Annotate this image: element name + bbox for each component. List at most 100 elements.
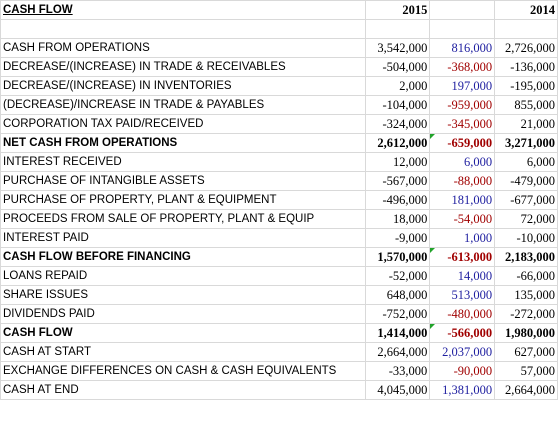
value-2014-cell[interactable]: 855,000 bbox=[494, 95, 558, 115]
change-cell[interactable]: -368,000 bbox=[429, 57, 496, 77]
table-row: NET CASH FROM OPERATIONS 2,612,000 -659,00… bbox=[0, 133, 558, 153]
row-label-cell[interactable]: DIVIDENDS PAID bbox=[0, 304, 367, 324]
value-2015-cell[interactable]: 4,045,000 bbox=[365, 380, 431, 400]
change-cell[interactable]: 513,000 bbox=[429, 285, 496, 305]
cash-flow-sheet: CASH FLOW 2015 2014 CASH FROM OPERATIONS… bbox=[0, 0, 558, 400]
value-2014-cell[interactable]: 135,000 bbox=[494, 285, 558, 305]
value-2014-cell[interactable]: 3,271,000 bbox=[494, 133, 558, 153]
row-label-cell[interactable]: CORPORATION TAX PAID/RECEIVED bbox=[0, 114, 367, 134]
row-label-cell[interactable]: CASH AT END bbox=[0, 380, 367, 400]
change-cell[interactable]: -90,000 bbox=[429, 361, 496, 381]
table-row: CASH AT END 4,045,000 1,381,000 2,664,000 bbox=[0, 380, 558, 400]
value-2015-cell[interactable]: -496,000 bbox=[365, 190, 431, 210]
header-row: CASH FLOW 2015 2014 bbox=[0, 0, 558, 20]
value-2015-cell[interactable]: -752,000 bbox=[365, 304, 431, 324]
table-row: CASH FLOW 1,414,000 -566,000 1,980,000 bbox=[0, 323, 558, 343]
table-row: DIVIDENDS PAID -752,000 -480,000 -272,000 bbox=[0, 304, 558, 324]
row-label-cell[interactable]: DECREASE/(INCREASE) IN INVENTORIES bbox=[0, 76, 367, 96]
empty-cell[interactable] bbox=[494, 19, 558, 39]
row-label-cell[interactable]: NET CASH FROM OPERATIONS bbox=[0, 133, 367, 153]
change-cell[interactable]: 816,000 bbox=[429, 38, 496, 58]
value-2015-cell[interactable]: -567,000 bbox=[365, 171, 431, 191]
row-label-cell[interactable]: LOANS REPAID bbox=[0, 266, 367, 286]
diff-header-cell[interactable] bbox=[429, 0, 496, 20]
change-cell[interactable]: -566,000 bbox=[429, 323, 496, 343]
value-2014-cell[interactable]: -66,000 bbox=[494, 266, 558, 286]
row-label-cell[interactable]: CASH FROM OPERATIONS bbox=[0, 38, 367, 58]
value-2015-cell[interactable]: 648,000 bbox=[365, 285, 431, 305]
table-row: INTEREST PAID -9,000 1,000 -10,000 bbox=[0, 228, 558, 248]
empty-cell[interactable] bbox=[0, 19, 367, 39]
table-row: DECREASE/(INCREASE) IN INVENTORIES 2,000 1… bbox=[0, 76, 558, 96]
change-cell[interactable]: 197,000 bbox=[429, 76, 496, 96]
value-2015-cell[interactable]: 12,000 bbox=[365, 152, 431, 172]
row-label-cell[interactable]: CASH FLOW bbox=[0, 323, 367, 343]
change-cell[interactable]: -959,000 bbox=[429, 95, 496, 115]
table-row: LOANS REPAID -52,000 14,000 -66,000 bbox=[0, 266, 558, 286]
value-2015-cell[interactable]: -33,000 bbox=[365, 361, 431, 381]
value-2014-cell[interactable]: -272,000 bbox=[494, 304, 558, 324]
value-2014-cell[interactable]: 21,000 bbox=[494, 114, 558, 134]
change-cell[interactable]: -613,000 bbox=[429, 247, 496, 267]
value-2015-cell[interactable]: 2,612,000 bbox=[365, 133, 431, 153]
value-2015-cell[interactable]: 1,570,000 bbox=[365, 247, 431, 267]
change-cell[interactable]: 6,000 bbox=[429, 152, 496, 172]
row-label-cell[interactable]: PURCHASE OF PROPERTY, PLANT & EQUIPMENT bbox=[0, 190, 367, 210]
formula-flag-icon bbox=[430, 134, 436, 139]
change-cell[interactable]: -659,000 bbox=[429, 133, 496, 153]
row-label-cell[interactable]: EXCHANGE DIFFERENCES ON CASH & CASH EQUI… bbox=[0, 361, 367, 381]
value-2014-cell[interactable]: -195,000 bbox=[494, 76, 558, 96]
change-cell[interactable]: 14,000 bbox=[429, 266, 496, 286]
row-label-cell[interactable]: PURCHASE OF INTANGIBLE ASSETS bbox=[0, 171, 367, 191]
value-2014-cell[interactable]: -136,000 bbox=[494, 57, 558, 77]
row-label-cell[interactable]: INTEREST PAID bbox=[0, 228, 367, 248]
value-2014-cell[interactable]: 2,664,000 bbox=[494, 380, 558, 400]
value-2015-cell[interactable]: -9,000 bbox=[365, 228, 431, 248]
change-cell[interactable]: -54,000 bbox=[429, 209, 496, 229]
change-cell[interactable]: 1,381,000 bbox=[429, 380, 496, 400]
row-label-cell[interactable]: DECREASE/(INCREASE) IN TRADE & RECEIVABL… bbox=[0, 57, 367, 77]
value-2015-cell[interactable]: 18,000 bbox=[365, 209, 431, 229]
change-cell[interactable]: 1,000 bbox=[429, 228, 496, 248]
value-2014-cell[interactable]: -10,000 bbox=[494, 228, 558, 248]
year-2015-header[interactable]: 2015 bbox=[365, 0, 431, 20]
value-2014-cell[interactable]: 72,000 bbox=[494, 209, 558, 229]
table-row: CASH AT START 2,664,000 2,037,000 627,000 bbox=[0, 342, 558, 362]
value-2014-cell[interactable]: 2,183,000 bbox=[494, 247, 558, 267]
value-2014-cell[interactable]: 627,000 bbox=[494, 342, 558, 362]
row-label-cell[interactable]: (DECREASE)/INCREASE IN TRADE & PAYABLES bbox=[0, 95, 367, 115]
value-2014-cell[interactable]: 6,000 bbox=[494, 152, 558, 172]
value-2015-cell[interactable]: -104,000 bbox=[365, 95, 431, 115]
table-row: EXCHANGE DIFFERENCES ON CASH & CASH EQUI… bbox=[0, 361, 558, 381]
value-2015-cell[interactable]: 1,414,000 bbox=[365, 323, 431, 343]
table-row: (DECREASE)/INCREASE IN TRADE & PAYABLES -… bbox=[0, 95, 558, 115]
year-2014-header[interactable]: 2014 bbox=[494, 0, 558, 20]
row-label-cell[interactable]: PROCEEDS FROM SALE OF PROPERTY, PLANT & … bbox=[0, 209, 367, 229]
value-2014-cell[interactable]: 57,000 bbox=[494, 361, 558, 381]
table-row: DECREASE/(INCREASE) IN TRADE & RECEIVABL… bbox=[0, 57, 558, 77]
value-2014-cell[interactable]: -479,000 bbox=[494, 171, 558, 191]
value-2015-cell[interactable]: 2,664,000 bbox=[365, 342, 431, 362]
change-cell[interactable]: 181,000 bbox=[429, 190, 496, 210]
value-2015-cell[interactable]: 2,000 bbox=[365, 76, 431, 96]
value-2015-cell[interactable]: -52,000 bbox=[365, 266, 431, 286]
change-cell[interactable]: 2,037,000 bbox=[429, 342, 496, 362]
table-row: SHARE ISSUES 648,000 513,000 135,000 bbox=[0, 285, 558, 305]
change-cell[interactable]: -480,000 bbox=[429, 304, 496, 324]
sheet-title[interactable]: CASH FLOW bbox=[0, 0, 367, 20]
empty-cell[interactable] bbox=[429, 19, 496, 39]
value-2015-cell[interactable]: -324,000 bbox=[365, 114, 431, 134]
value-2015-cell[interactable]: -504,000 bbox=[365, 57, 431, 77]
value-2014-cell[interactable]: 2,726,000 bbox=[494, 38, 558, 58]
empty-cell[interactable] bbox=[365, 19, 431, 39]
row-label-cell[interactable]: SHARE ISSUES bbox=[0, 285, 367, 305]
value-2014-cell[interactable]: 1,980,000 bbox=[494, 323, 558, 343]
value-2015-cell[interactable]: 3,542,000 bbox=[365, 38, 431, 58]
row-label-cell[interactable]: CASH FLOW BEFORE FINANCING bbox=[0, 247, 367, 267]
value-2014-cell[interactable]: -677,000 bbox=[494, 190, 558, 210]
table-row: CASH FROM OPERATIONS 3,542,000 816,000 2,72… bbox=[0, 38, 558, 58]
row-label-cell[interactable]: INTEREST RECEIVED bbox=[0, 152, 367, 172]
change-cell[interactable]: -88,000 bbox=[429, 171, 496, 191]
row-label-cell[interactable]: CASH AT START bbox=[0, 342, 367, 362]
change-cell[interactable]: -345,000 bbox=[429, 114, 496, 134]
